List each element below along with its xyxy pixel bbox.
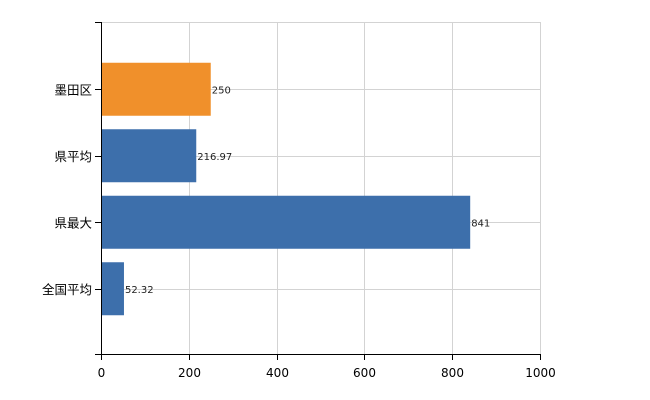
- category-label: 全国平均: [42, 282, 92, 297]
- bars: [101, 62, 471, 316]
- value-label: 52.32: [125, 285, 154, 296]
- labels: 250 墨田区 216.97 県平均 841 県最大 52.32 全国平均 0 200 400 600…: [42, 82, 556, 380]
- x-tick-label: 400: [266, 366, 289, 380]
- bar: [101, 195, 471, 249]
- value-label: 250: [212, 85, 231, 96]
- x-tick-label: 1000: [525, 366, 556, 380]
- x-tick-label: 800: [441, 366, 464, 380]
- category-label: 墨田区: [54, 82, 92, 97]
- x-tick-label: 200: [178, 366, 201, 380]
- category-label: 県平均: [54, 149, 92, 164]
- bar: [101, 129, 197, 183]
- x-tick-label: 600: [353, 366, 376, 380]
- x-tick-label: 0: [98, 366, 106, 380]
- value-label: 841: [471, 218, 490, 229]
- bar: [101, 262, 124, 316]
- category-label: 県最大: [54, 215, 92, 230]
- axes: [95, 22, 541, 360]
- bar: [101, 62, 211, 116]
- value-label: 216.97: [197, 152, 232, 163]
